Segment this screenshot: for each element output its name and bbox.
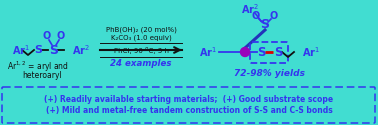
Text: S: S (50, 44, 59, 57)
Text: (+) Readily available starting materials;  (+) Good substrate scope: (+) Readily available starting materials… (45, 94, 333, 104)
Text: O: O (252, 11, 260, 21)
Circle shape (240, 48, 249, 56)
Text: PhCl, 90 ºC, 3 h: PhCl, 90 ºC, 3 h (113, 48, 169, 54)
Text: Ar$^2$: Ar$^2$ (72, 43, 90, 57)
Text: O: O (270, 11, 278, 21)
Text: Ar$^1$: Ar$^1$ (199, 45, 217, 59)
Text: (+) Mild and metal-free tandem construction of S-S and C-S bonds: (+) Mild and metal-free tandem construct… (46, 106, 332, 115)
Text: S: S (34, 45, 42, 55)
Text: heteroaryl: heteroaryl (22, 72, 62, 80)
Text: PhB(OH)₂ (20 mol%): PhB(OH)₂ (20 mol%) (105, 27, 177, 33)
Text: Ar$^2$: Ar$^2$ (241, 2, 259, 16)
Text: K₂CO₃ (1.0 equiv): K₂CO₃ (1.0 equiv) (111, 35, 171, 41)
Text: Ar$^1$: Ar$^1$ (12, 43, 30, 57)
Text: Ar$^1$: Ar$^1$ (302, 45, 320, 59)
Text: O: O (43, 31, 51, 41)
Text: S: S (257, 46, 265, 59)
Text: 24 examples: 24 examples (110, 60, 172, 68)
Text: S: S (260, 18, 270, 32)
Text: Ar$^{1,2}$ = aryl and: Ar$^{1,2}$ = aryl and (7, 60, 69, 74)
Text: S: S (274, 46, 282, 59)
Text: O: O (57, 31, 65, 41)
Text: 72-98% yields: 72-98% yields (234, 68, 305, 78)
